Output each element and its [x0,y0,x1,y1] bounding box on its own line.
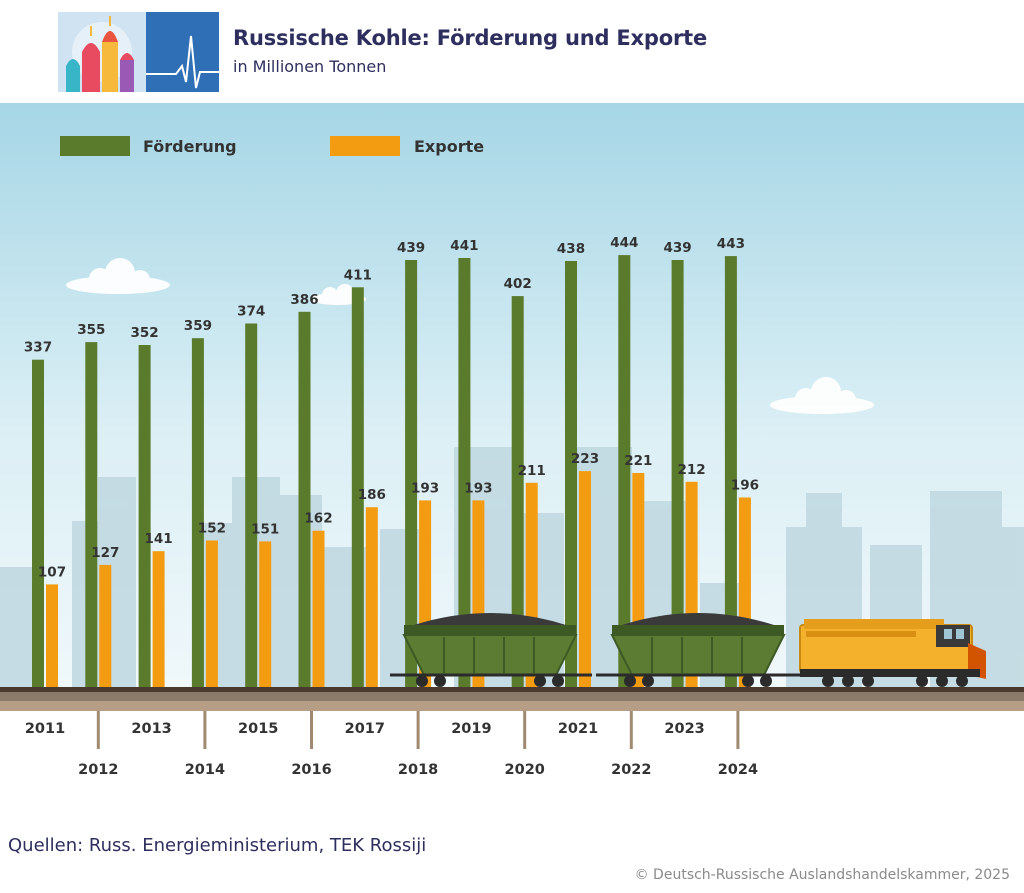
legend-swatch-0 [60,136,130,156]
tick-2012 [96,711,100,749]
legend: Förderung Exporte [60,136,484,156]
tick-2024 [736,711,740,749]
data-label-exporte-2015: 151 [251,521,279,537]
data-label-exporte-2013: 141 [145,531,173,547]
coal-wagon [390,613,592,687]
data-label-exporte-2022: 221 [624,453,652,469]
bar-chart: Förderung Exporte 337 107 355 127 352 141 359 15… [0,103,1024,778]
bar-foerderung-2024 [724,256,737,689]
bar-exporte-2021 [579,471,591,689]
data-label-exporte-2020: 211 [518,463,546,479]
x-axis: 2011 2012 2013 2014 2015 2016 2017 2018 2019 2020… [25,711,758,778]
tick-label-2020: 2020 [505,762,545,778]
data-label-foerderung-2014: 359 [184,318,212,334]
bar-exporte-2014 [205,540,218,689]
chart-title: Russische Kohle: Förderung und Exporte [233,26,707,50]
tick-label-2019: 2019 [451,721,491,737]
data-label-foerderung-2012: 355 [77,322,105,338]
bar-foerderung-2017 [351,287,364,689]
tick-label-2024: 2024 [718,762,758,778]
bar-foerderung-2018 [405,260,418,689]
source-note: Quellen: Russ. Energieministerium, TEK R… [8,835,427,856]
coal-wagon [596,613,800,687]
tick-label-2023: 2023 [664,721,704,737]
bar-foerderung-2022 [618,255,631,689]
legend-label-0: Förderung [143,137,237,156]
bar-foerderung-2013 [138,345,151,689]
bar-foerderung-2023 [671,260,684,689]
bar-foerderung-2020 [511,296,524,689]
data-label-exporte-2014: 152 [198,521,226,537]
tick-label-2013: 2013 [131,721,171,737]
data-label-foerderung-2013: 352 [131,325,159,341]
cloud-icon [770,377,874,414]
locomotive [799,619,986,687]
data-label-exporte-2024: 196 [731,478,759,494]
data-label-foerderung-2011: 337 [24,340,52,356]
bar-exporte-2017 [365,507,378,689]
tick-label-2018: 2018 [398,762,438,778]
bar-exporte-2012 [99,564,112,689]
data-label-exporte-2012: 127 [91,545,119,561]
legend-label-1: Exporte [414,137,484,156]
bar-foerderung-2011 [32,359,44,689]
tick-label-2016: 2016 [291,762,331,778]
copyright-note: © Deutsch-Russische Auslandshandelskamme… [634,867,1010,883]
tick-2022 [629,711,633,749]
bar-exporte-2011 [46,584,58,689]
data-label-foerderung-2018: 439 [397,240,425,256]
tick-label-2011: 2011 [25,721,65,737]
tick-2014 [203,711,207,749]
data-label-foerderung-2017: 411 [344,267,372,283]
bar-exporte-2015 [259,541,272,689]
bar-exporte-2016 [312,530,325,689]
data-label-foerderung-2019: 441 [450,238,478,254]
data-label-exporte-2023: 212 [678,462,706,478]
data-label-foerderung-2023: 439 [664,240,692,256]
kremlin-heartbeat-logo [58,12,219,92]
data-label-foerderung-2015: 374 [237,304,265,320]
tick-label-2014: 2014 [185,762,225,778]
data-label-foerderung-2020: 402 [504,276,532,292]
legend-swatch-1 [330,136,400,156]
bar-foerderung-2015 [245,323,258,689]
bar-foerderung-2019 [458,258,471,689]
data-label-exporte-2016: 162 [304,511,332,527]
data-label-foerderung-2016: 386 [290,292,318,308]
tick-2016 [310,711,313,749]
tick-label-2022: 2022 [611,762,651,778]
header: Russische Kohle: Förderung und Exporte i… [0,0,1024,103]
bar-exporte-2013 [152,551,165,689]
rail-track [0,687,1024,711]
data-label-foerderung-2022: 444 [610,235,638,251]
bar-foerderung-2012 [85,342,98,689]
data-label-exporte-2021: 223 [571,451,599,467]
data-label-exporte-2019: 193 [464,480,492,496]
cloud-icon [66,258,170,294]
data-label-exporte-2011: 107 [38,564,66,580]
data-label-exporte-2017: 186 [358,487,386,503]
tick-2018 [416,711,420,749]
data-label-foerderung-2021: 438 [557,241,585,257]
tick-label-2021: 2021 [558,721,598,737]
bar-foerderung-2014 [191,338,204,689]
bar-foerderung-2016 [298,311,311,689]
tick-label-2017: 2017 [345,721,385,737]
tick-label-2012: 2012 [78,762,118,778]
tick-label-2015: 2015 [238,721,278,737]
data-label-exporte-2018: 193 [411,480,439,496]
bar-foerderung-2021 [565,261,577,689]
tick-2020 [523,711,527,749]
data-label-foerderung-2024: 443 [717,236,745,252]
chart-subtitle: in Millionen Tonnen [233,57,387,76]
